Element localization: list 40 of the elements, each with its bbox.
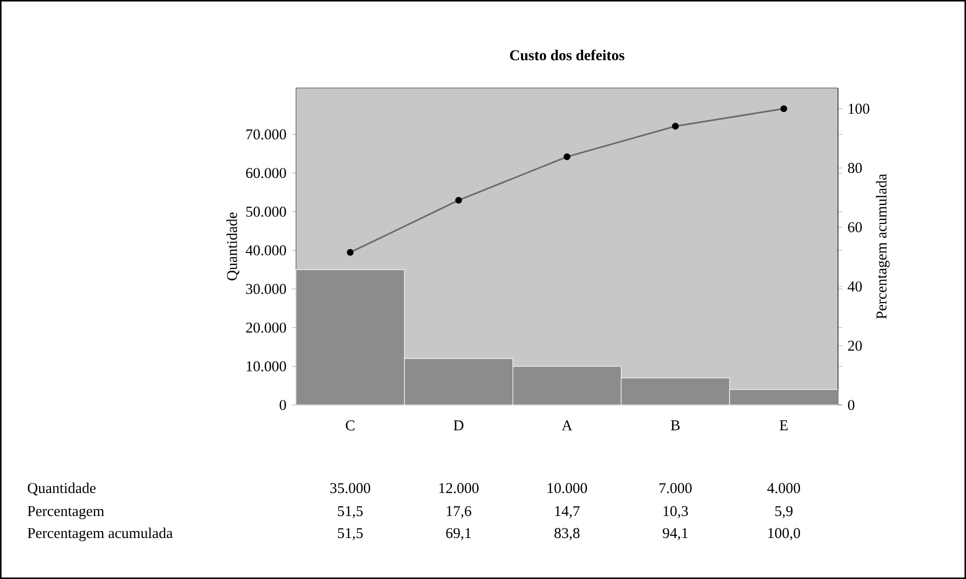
y-tick-label: 60.000 bbox=[246, 168, 286, 178]
y2-tick-label: 80 bbox=[848, 162, 862, 174]
data-label: 94,1 bbox=[662, 528, 688, 540]
x-tick-label: E bbox=[780, 420, 788, 430]
text: 10,3 bbox=[664, 506, 688, 518]
y2-tick-label: 0 bbox=[848, 400, 854, 410]
text: 17,6 bbox=[446, 506, 472, 518]
y-axis-title: Quantidade bbox=[226, 212, 240, 280]
data-label: 4.000 bbox=[767, 483, 800, 494]
text: 14,7 bbox=[555, 506, 580, 518]
y2-axis-title: Percentagem acumulada bbox=[876, 174, 890, 319]
data-label: 83,8 bbox=[554, 528, 580, 540]
y2-tick-label: 40 bbox=[848, 281, 862, 292]
x-tick-label: B bbox=[670, 420, 680, 430]
data-label: 69,1 bbox=[446, 528, 471, 540]
text: Percentagem bbox=[28, 506, 104, 520]
x-tick-label: D bbox=[454, 420, 464, 430]
y2-tick-label: 60 bbox=[848, 222, 862, 232]
y-tick-label: 40.000 bbox=[246, 245, 286, 256]
data-label: 10.000 bbox=[548, 483, 587, 494]
text: Quantidade bbox=[28, 482, 96, 496]
data-label: 51,5 bbox=[338, 528, 363, 540]
chart-title: Custo dos defeitos bbox=[510, 50, 624, 60]
data-label: 100,0 bbox=[768, 528, 800, 540]
data-label: 12.000 bbox=[439, 483, 479, 494]
data-label: 35.000 bbox=[330, 483, 370, 494]
y-tick-label: 10.000 bbox=[246, 361, 286, 372]
y-tick-label: 70.000 bbox=[246, 129, 286, 140]
x-tick-label: A bbox=[562, 420, 572, 430]
y-tick-label: 20.000 bbox=[246, 322, 286, 333]
y-tick-label: 30.000 bbox=[246, 284, 286, 294]
y2-tick-label: 20 bbox=[848, 340, 862, 351]
x-tick-label: C bbox=[346, 420, 354, 430]
data-label: 7.000 bbox=[660, 483, 692, 494]
y-tick-label: 0 bbox=[280, 400, 286, 410]
y-tick-label: 50.000 bbox=[246, 206, 286, 217]
text: 5,9 bbox=[775, 506, 793, 518]
y2-tick-label: 100 bbox=[848, 104, 870, 114]
text: 51,5 bbox=[338, 506, 363, 518]
text: Percentagem acumulada bbox=[28, 528, 173, 542]
